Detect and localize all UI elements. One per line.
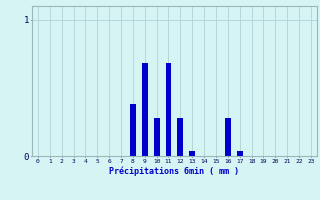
Bar bbox=[237, 151, 243, 156]
Bar bbox=[177, 118, 183, 156]
Bar bbox=[165, 63, 172, 156]
Bar bbox=[154, 118, 160, 156]
Bar bbox=[142, 63, 148, 156]
Bar bbox=[225, 118, 231, 156]
Bar bbox=[189, 151, 195, 156]
X-axis label: Précipitations 6min ( mm ): Précipitations 6min ( mm ) bbox=[109, 167, 239, 176]
Bar bbox=[130, 104, 136, 156]
